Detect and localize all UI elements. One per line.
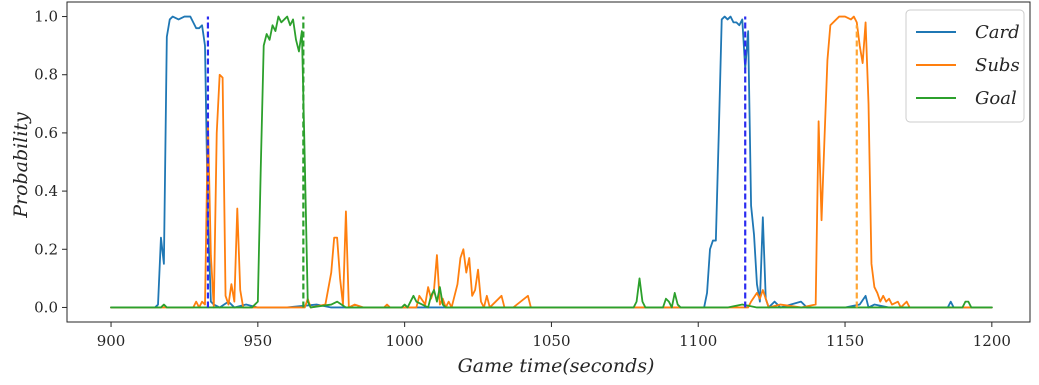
x-axis-label: Game time(seconds) [458,355,655,377]
y-tick-label: 0.0 [34,298,58,316]
x-tick-label: 1150 [826,332,864,350]
y-axis-label: Probability [10,112,32,219]
x-tick-label: 1200 [973,332,1011,350]
legend-label-subs: Subs [975,55,1020,76]
x-tick-label: 1000 [386,332,424,350]
y-tick-label: 0.6 [34,124,58,142]
x-axis: 900 950 1000 1050 1100 1150 1200 [97,322,1011,350]
legend: Card Subs Goal [905,9,1025,123]
x-tick-label: 1100 [679,332,717,350]
series-layer [110,15,993,309]
y-tick-label: 0.4 [34,182,58,200]
y-tick-label: 0.2 [34,240,58,258]
legend-label-goal: Goal [975,88,1017,109]
x-tick-label: 950 [244,332,273,350]
y-axis: 0.0 0.2 0.4 0.6 0.8 1.0 [34,8,67,316]
x-tick-label: 900 [97,332,126,350]
y-tick-label: 0.8 [34,66,58,84]
x-tick-label: 1050 [532,332,570,350]
y-tick-label: 1.0 [34,8,58,26]
series-line-card [110,15,993,309]
annotation-layer [206,16,858,308]
series-line-goal [110,15,993,309]
legend-label-card: Card [975,22,1020,43]
plot-frame [66,1,1031,323]
legend-box [905,9,1025,123]
series-line-subs [110,15,993,309]
